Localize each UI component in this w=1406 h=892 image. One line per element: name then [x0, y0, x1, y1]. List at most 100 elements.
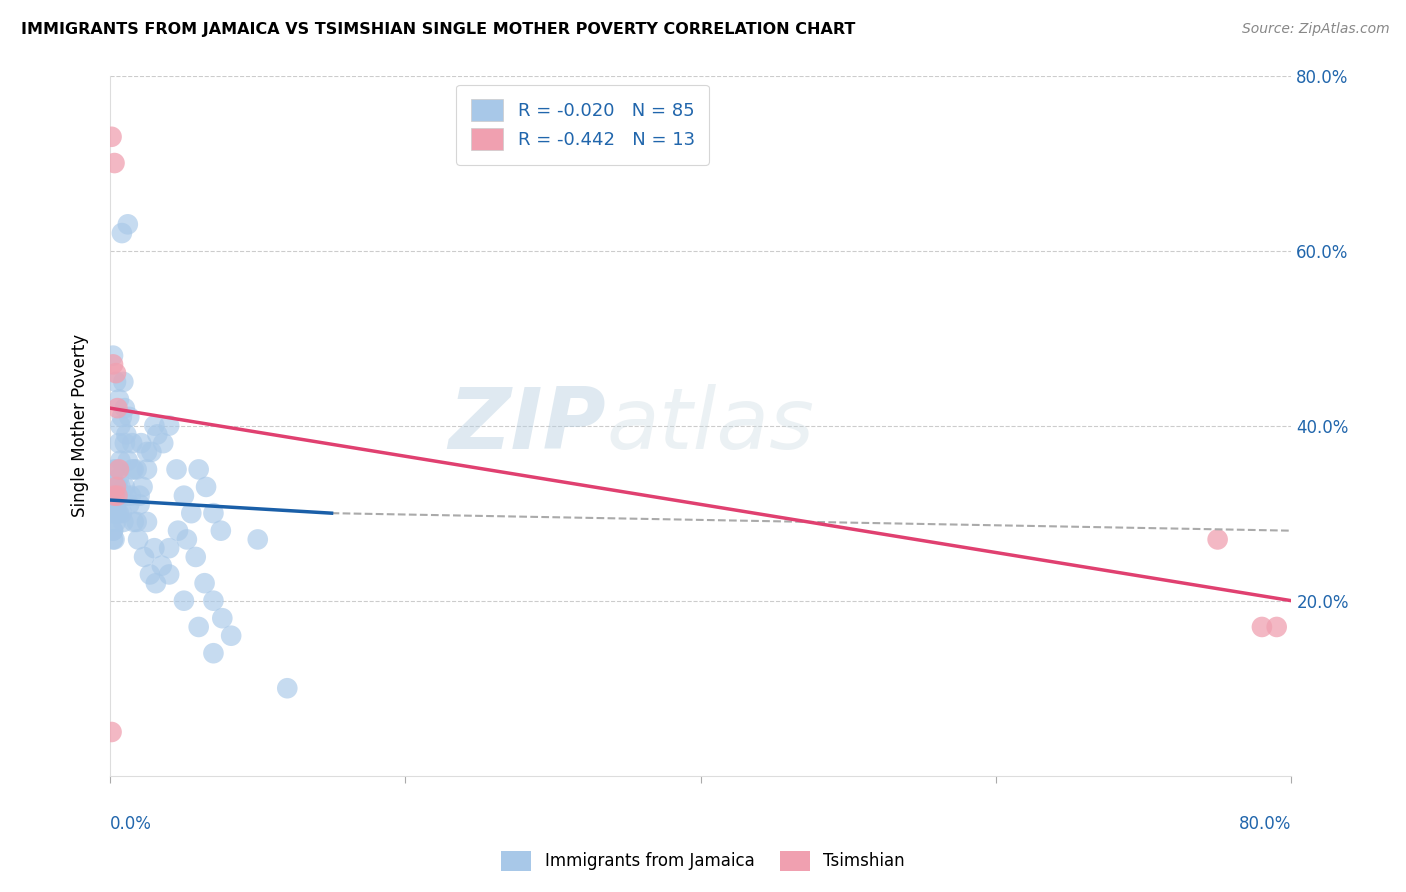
- Point: [157, 541, 180, 556]
- Point: [146, 427, 169, 442]
- Point: [127, 533, 149, 547]
- Point: [157, 567, 180, 582]
- Point: [107, 506, 129, 520]
- Legend: R = -0.020   N = 85, R = -0.442   N = 13: R = -0.020 N = 85, R = -0.442 N = 13: [456, 85, 709, 165]
- Point: [152, 436, 174, 450]
- Point: [202, 646, 225, 660]
- Point: [1206, 533, 1229, 547]
- Point: [246, 533, 269, 547]
- Point: [136, 462, 159, 476]
- Point: [101, 489, 124, 503]
- Point: [125, 515, 148, 529]
- Point: [104, 366, 127, 380]
- Point: [145, 576, 167, 591]
- Point: [125, 462, 148, 476]
- Point: [103, 489, 125, 503]
- Text: 0.0%: 0.0%: [110, 815, 152, 833]
- Point: [143, 418, 166, 433]
- Point: [103, 462, 125, 476]
- Point: [107, 480, 129, 494]
- Point: [114, 480, 136, 494]
- Point: [195, 480, 218, 494]
- Point: [194, 576, 217, 591]
- Point: [108, 392, 131, 407]
- Point: [209, 524, 232, 538]
- Point: [128, 489, 150, 503]
- Text: atlas: atlas: [606, 384, 814, 467]
- Point: [101, 357, 124, 371]
- Point: [184, 549, 207, 564]
- Point: [108, 462, 131, 476]
- Point: [176, 533, 198, 547]
- Point: [1251, 620, 1274, 634]
- Point: [187, 462, 209, 476]
- Point: [202, 506, 225, 520]
- Point: [1265, 620, 1288, 634]
- Point: [136, 515, 159, 529]
- Point: [103, 156, 125, 170]
- Point: [117, 217, 139, 231]
- Point: [122, 462, 145, 476]
- Point: [136, 445, 159, 459]
- Point: [100, 129, 122, 144]
- Point: [139, 567, 162, 582]
- Point: [108, 471, 131, 485]
- Text: IMMIGRANTS FROM JAMAICA VS TSIMSHIAN SINGLE MOTHER POVERTY CORRELATION CHART: IMMIGRANTS FROM JAMAICA VS TSIMSHIAN SIN…: [21, 22, 855, 37]
- Text: Source: ZipAtlas.com: Source: ZipAtlas.com: [1241, 22, 1389, 37]
- Point: [112, 375, 135, 389]
- Point: [111, 506, 134, 520]
- Point: [115, 489, 138, 503]
- Point: [104, 462, 127, 476]
- Text: ZIP: ZIP: [449, 384, 606, 467]
- Point: [150, 558, 173, 573]
- Y-axis label: Single Mother Poverty: Single Mother Poverty: [72, 334, 89, 517]
- Point: [132, 549, 155, 564]
- Point: [166, 462, 188, 476]
- Point: [111, 409, 134, 424]
- Point: [122, 515, 145, 529]
- Point: [276, 681, 298, 696]
- Point: [100, 725, 122, 739]
- Point: [219, 629, 242, 643]
- Point: [104, 515, 127, 529]
- Point: [202, 593, 225, 607]
- Point: [103, 489, 125, 503]
- Point: [103, 497, 125, 511]
- Point: [107, 480, 129, 494]
- Point: [173, 593, 195, 607]
- Point: [129, 436, 152, 450]
- Point: [112, 515, 135, 529]
- Point: [101, 349, 124, 363]
- Point: [157, 418, 180, 433]
- Point: [131, 480, 153, 494]
- Point: [115, 427, 138, 442]
- Point: [104, 497, 127, 511]
- Point: [101, 524, 124, 538]
- Point: [101, 524, 124, 538]
- Point: [107, 489, 129, 503]
- Point: [121, 462, 143, 476]
- Point: [108, 506, 131, 520]
- Point: [104, 480, 127, 494]
- Point: [107, 401, 129, 416]
- Point: [111, 226, 134, 240]
- Legend: Immigrants from Jamaica, Tsimshian: Immigrants from Jamaica, Tsimshian: [494, 842, 912, 880]
- Point: [103, 506, 125, 520]
- Point: [110, 453, 132, 467]
- Point: [180, 506, 202, 520]
- Point: [103, 533, 125, 547]
- Point: [118, 409, 141, 424]
- Point: [173, 489, 195, 503]
- Point: [114, 401, 136, 416]
- Point: [114, 436, 136, 450]
- Point: [167, 524, 190, 538]
- Point: [108, 436, 131, 450]
- Point: [104, 375, 127, 389]
- Point: [141, 445, 163, 459]
- Point: [211, 611, 233, 625]
- Point: [128, 497, 150, 511]
- Point: [101, 533, 124, 547]
- Point: [117, 453, 139, 467]
- Point: [121, 436, 143, 450]
- Point: [100, 506, 122, 520]
